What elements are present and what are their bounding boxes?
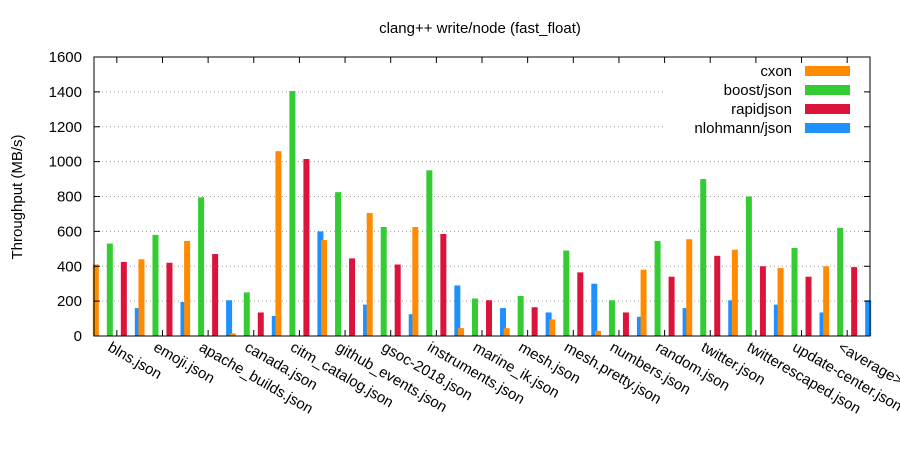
y-tick-label: 1600 (49, 49, 82, 66)
bar (865, 300, 872, 336)
bar (184, 240, 191, 336)
bar (366, 213, 373, 336)
y-tick-label: 200 (57, 293, 82, 310)
y-tick-label: 0 (74, 328, 82, 345)
bar (531, 307, 538, 336)
y-tick-label: 1200 (49, 119, 82, 136)
bar (577, 272, 584, 336)
bar (335, 192, 342, 336)
bar (728, 300, 735, 336)
bar (819, 312, 826, 336)
bar (686, 239, 693, 336)
bar (563, 250, 570, 336)
bar (851, 267, 858, 336)
bar (106, 243, 113, 336)
bar (180, 301, 187, 336)
legend-label: boost/json (724, 82, 792, 99)
legend-label: cxon (760, 63, 792, 80)
bar (791, 247, 798, 336)
bar (517, 295, 524, 336)
bar (349, 258, 356, 336)
bars (92, 91, 872, 336)
bar (472, 298, 478, 336)
bar (134, 308, 141, 336)
bar (777, 267, 784, 336)
bar (271, 315, 278, 336)
bar (454, 285, 461, 336)
bar (591, 283, 598, 336)
bar (408, 314, 415, 336)
bar (608, 300, 615, 336)
legend: cxon boost/json rapidjson nlohmann/json (694, 63, 850, 137)
bar (226, 300, 233, 336)
bar (317, 231, 324, 336)
bar (138, 259, 145, 336)
bar (363, 304, 370, 336)
chart-title: clang++ write/node (fast_float) (379, 20, 581, 37)
bar (212, 254, 219, 336)
bar (198, 197, 205, 336)
y-tick-label: 600 (57, 223, 82, 240)
y-tick-label: 800 (57, 189, 82, 206)
bar (394, 264, 401, 336)
bar (412, 227, 419, 336)
legend-label: nlohmann/json (694, 120, 792, 137)
bar (503, 328, 510, 336)
bar (289, 91, 296, 336)
bar (773, 304, 780, 336)
bar (120, 261, 127, 336)
gridlines (94, 91, 870, 302)
bar (759, 266, 766, 336)
bar (805, 276, 812, 336)
bar (682, 308, 689, 336)
bar (380, 227, 387, 336)
bar (229, 333, 236, 336)
bar (837, 227, 844, 336)
bar (243, 292, 250, 336)
bar (549, 319, 556, 336)
legend-swatch (805, 104, 850, 114)
bar (257, 312, 264, 336)
bar (321, 240, 328, 336)
legend-swatch (805, 123, 850, 133)
bar (458, 328, 464, 336)
bar (92, 264, 99, 336)
bar (622, 312, 629, 336)
bar (700, 179, 707, 336)
legend-swatch (805, 66, 850, 76)
bar (486, 300, 492, 336)
bar (731, 249, 738, 336)
bar (166, 262, 173, 336)
bar (823, 266, 830, 336)
y-tick-label: 400 (57, 258, 82, 275)
bar (426, 170, 433, 336)
bar (303, 159, 310, 336)
y-axis-label: Throughput (MB/s) (9, 134, 26, 259)
bar (275, 151, 282, 336)
legend-swatch (805, 85, 850, 95)
bar (654, 240, 661, 336)
bar (440, 233, 447, 336)
bar (545, 312, 552, 336)
bar (640, 269, 647, 336)
bar (668, 276, 675, 336)
y-tick-label: 1000 (49, 154, 82, 171)
bar (152, 234, 159, 336)
legend-label: rapidjson (731, 101, 792, 118)
bar (745, 196, 752, 336)
bar (500, 308, 506, 336)
y-tick-label: 1400 (49, 84, 82, 101)
bar (594, 330, 601, 336)
bar (636, 316, 643, 336)
bar (714, 255, 721, 336)
